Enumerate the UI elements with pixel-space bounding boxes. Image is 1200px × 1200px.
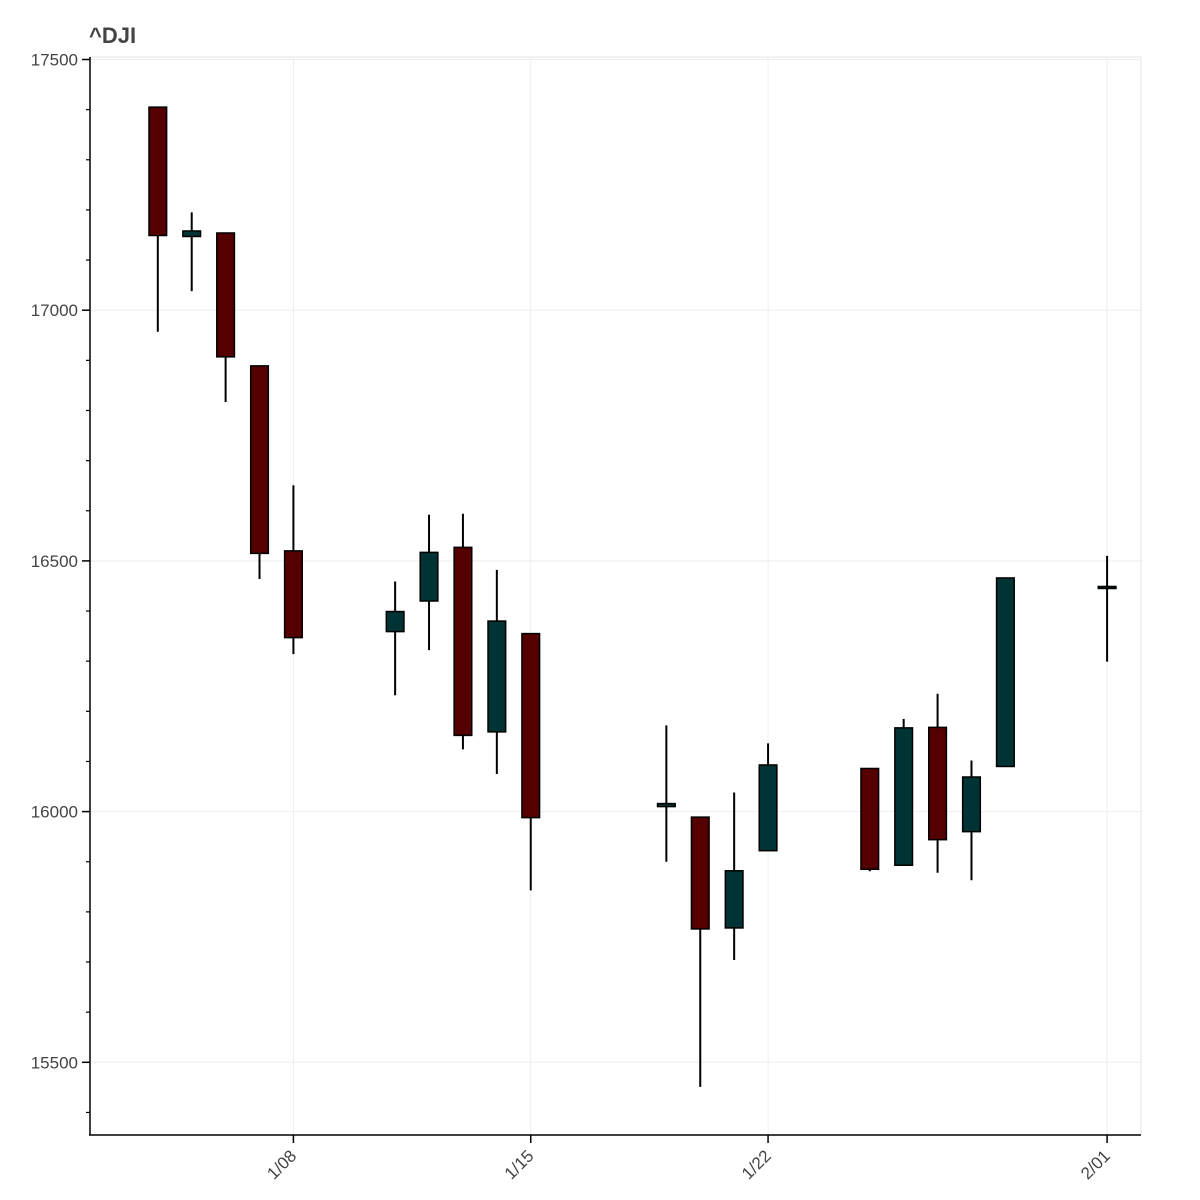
candle-body-up	[182, 230, 202, 238]
candle-body-up	[961, 776, 982, 833]
candle	[148, 106, 168, 332]
candle	[249, 365, 270, 579]
candle	[487, 569, 507, 774]
candle-body-down	[690, 816, 710, 930]
plot-frame	[89, 56, 1142, 1136]
candle	[216, 232, 236, 402]
candle	[860, 767, 880, 872]
candle-body-up	[656, 802, 676, 808]
candle-body-down	[928, 726, 948, 841]
candle-body-up	[1097, 585, 1117, 590]
candle	[961, 760, 982, 881]
candle-body-up	[385, 610, 405, 633]
candle	[385, 581, 405, 696]
candle-body-up	[995, 577, 1015, 768]
candles	[148, 106, 1117, 1087]
y-tick-label: 15500	[31, 1053, 78, 1072]
candle-body-down	[148, 106, 168, 237]
x-tick-label: 1/22	[738, 1146, 775, 1183]
candle-body-down	[216, 232, 236, 358]
candle	[995, 577, 1015, 768]
y-tick-label: 17500	[31, 51, 78, 70]
x-tick-label: 1/08	[263, 1146, 300, 1183]
axes	[89, 57, 1141, 1136]
candle	[928, 693, 948, 873]
candle-body-down	[521, 632, 541, 819]
candle	[521, 632, 541, 891]
y-tick-label: 17000	[31, 301, 78, 320]
chart-title: ^DJI	[89, 23, 136, 48]
candle	[656, 725, 676, 862]
candle-body-down	[453, 546, 473, 737]
candle-body-up	[724, 870, 744, 929]
grid-lines	[90, 57, 1141, 1135]
candle-body-up	[894, 727, 914, 866]
candle-body-down	[249, 365, 270, 555]
x-tick-label: 2/01	[1077, 1146, 1114, 1183]
candle	[283, 485, 303, 655]
candle	[690, 816, 710, 1087]
candle-body-up	[758, 764, 778, 852]
candle	[724, 792, 744, 961]
candle	[419, 514, 439, 651]
candle	[453, 513, 473, 750]
candle-body-up	[487, 620, 507, 733]
candle-body-down	[283, 550, 303, 639]
candle	[758, 743, 778, 852]
axis-ticks: 15500 16000 16500 17000 17500 1/08 1/15 1/22 2/0…	[31, 51, 1114, 1184]
candle	[1097, 555, 1117, 662]
y-tick-label: 16000	[31, 803, 78, 822]
candle-body-up	[419, 551, 439, 602]
candle	[182, 212, 202, 292]
x-tick-label: 1/15	[501, 1146, 538, 1183]
candle-body-down	[860, 767, 880, 871]
y-tick-label: 16500	[31, 552, 78, 571]
candle	[894, 718, 914, 866]
